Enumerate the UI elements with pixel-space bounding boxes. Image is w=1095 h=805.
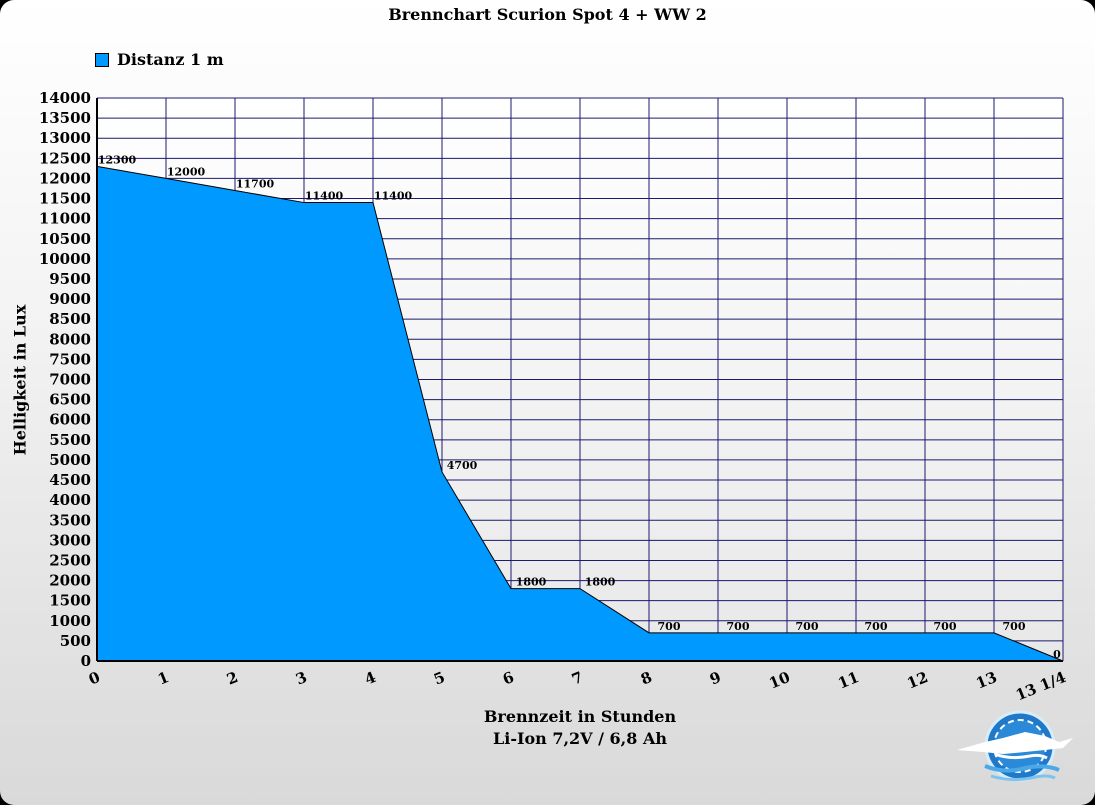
data-label: 700	[796, 620, 819, 633]
y-tick-label: 8500	[49, 310, 91, 328]
y-tick-label: 11000	[39, 210, 91, 228]
x-tick-label: 6	[500, 668, 516, 689]
x-tick-label: 3	[293, 668, 309, 689]
y-tick-label: 2500	[49, 551, 91, 569]
data-label: 11700	[236, 177, 275, 190]
y-tick-label: 13500	[39, 109, 91, 127]
legend: Distanz 1 m	[95, 50, 224, 69]
series-line	[96, 165, 1064, 662]
data-label: 4700	[447, 459, 478, 472]
y-tick-label: 13000	[39, 129, 91, 147]
y-tick-label: 5000	[49, 451, 91, 469]
data-label: 700	[934, 620, 957, 633]
x-axis-title: Brennzeit in Stunden Li-Ion 7,2V / 6,8 A…	[380, 706, 780, 750]
x-tick-label: 11	[835, 668, 861, 693]
y-tick-label: 3500	[49, 511, 91, 529]
y-tick-label: 500	[60, 632, 91, 650]
y-tick-label: 12500	[39, 149, 91, 167]
y-tick-label: 10000	[39, 250, 91, 268]
y-tick-label: 2000	[49, 572, 91, 590]
series-area	[97, 166, 1063, 661]
data-label: 1800	[516, 576, 547, 589]
x-axis-title-line1: Brennzeit in Stunden	[483, 707, 677, 726]
y-tick-label: 12000	[39, 169, 91, 187]
chart-title: Brennchart Scurion Spot 4 + WW 2	[388, 5, 707, 24]
x-tick-label: 8	[638, 668, 654, 689]
y-tick-label: 14000	[39, 89, 91, 107]
x-tick-label: 12	[904, 668, 930, 693]
x-tick-label: 10	[766, 668, 792, 693]
y-tick-label: 6500	[49, 391, 91, 409]
x-tick-label: 5	[431, 668, 447, 689]
y-tick-label: 1500	[49, 592, 91, 610]
y-tick-label: 3000	[49, 531, 91, 549]
data-label: 700	[865, 620, 888, 633]
x-tick-label: 7	[569, 668, 585, 689]
y-tick-label: 4000	[49, 491, 91, 509]
x-tick-label: 13	[973, 668, 999, 693]
x-tick-label: 2	[224, 668, 240, 689]
x-tick-label: 0	[86, 668, 102, 689]
y-tick-label: 1000	[49, 612, 91, 630]
y-tick-label: 9000	[49, 290, 91, 308]
y-tick-label: 7500	[49, 350, 91, 368]
x-tick-label: 9	[707, 668, 723, 689]
x-tick-label: 1	[155, 668, 171, 689]
data-label: 12300	[98, 153, 137, 166]
y-tick-label: 7000	[49, 371, 91, 389]
y-tick-label: 11500	[39, 190, 91, 208]
data-label: 11400	[305, 190, 344, 203]
y-tick-label: 4500	[49, 471, 91, 489]
data-label: 700	[658, 620, 681, 633]
data-label: 0	[1053, 648, 1061, 661]
legend-swatch	[95, 52, 109, 67]
data-label: 700	[727, 620, 750, 633]
data-label: 1800	[585, 576, 616, 589]
x-tick-label: 13 1/4	[1013, 668, 1068, 704]
y-tick-label: 5500	[49, 431, 91, 449]
data-label: 11400	[374, 190, 413, 203]
y-tick-label: 9500	[49, 270, 91, 288]
y-tick-label: 0	[81, 652, 91, 670]
diver-logo-icon	[957, 710, 1073, 782]
y-tick-label: 6000	[49, 411, 91, 429]
y-tick-label: 10500	[39, 230, 91, 248]
x-axis-title-line2: Li-Ion 7,2V / 6,8 Ah	[492, 729, 667, 748]
y-tick-label: 8000	[49, 330, 91, 348]
legend-label: Distanz 1 m	[117, 50, 224, 69]
data-label: 12000	[167, 165, 206, 178]
x-tick-label: 4	[362, 668, 378, 689]
data-label: 700	[1003, 620, 1026, 633]
